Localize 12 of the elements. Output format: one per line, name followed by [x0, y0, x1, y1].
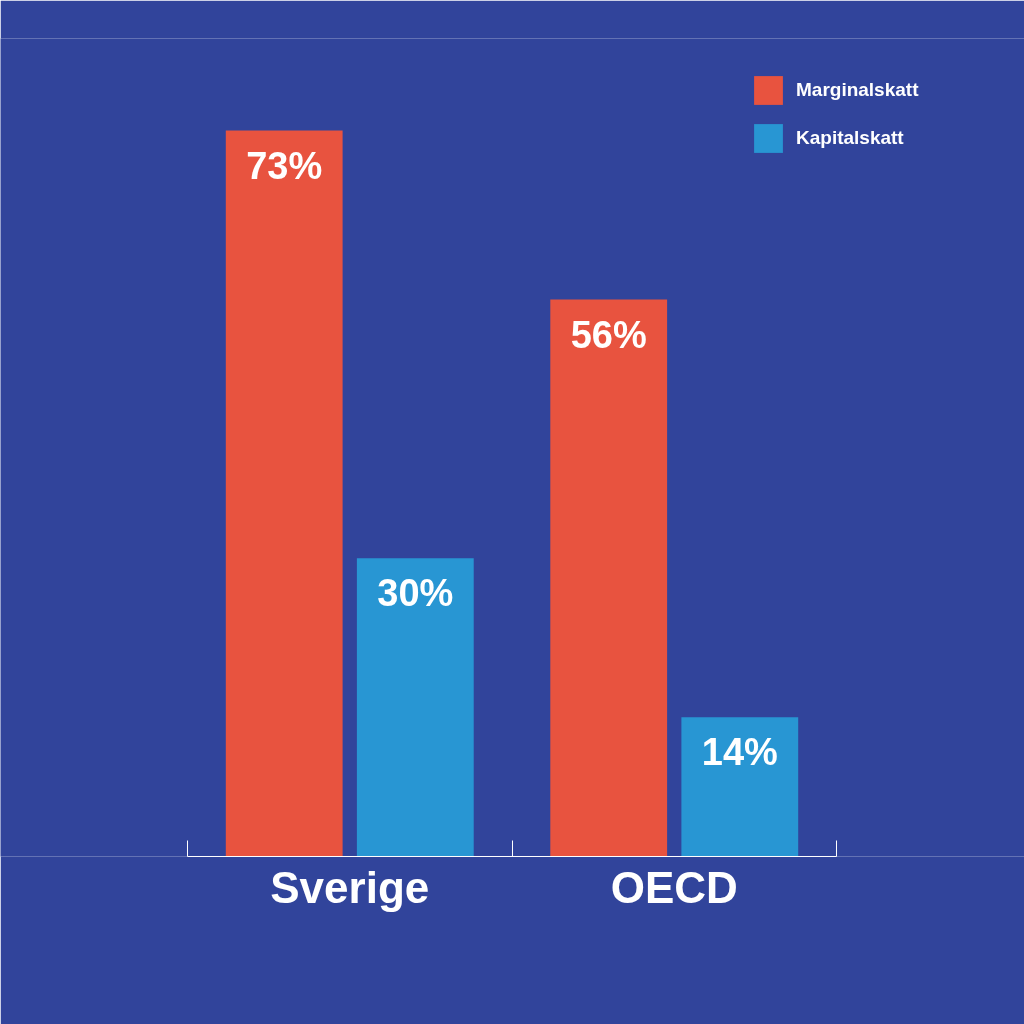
data-label: 30%	[377, 572, 454, 615]
bar	[681, 717, 799, 857]
legend-label: Marginalskatt	[796, 79, 919, 101]
x-tick-label: Sverige	[270, 862, 430, 912]
x-tick-label: OECD	[610, 862, 738, 912]
data-label: 73%	[246, 144, 323, 187]
data-label: 14%	[701, 731, 778, 774]
bar	[550, 299, 668, 857]
bar	[356, 558, 474, 857]
bar	[225, 130, 343, 857]
data-label: 56%	[570, 313, 647, 356]
legend-label: Kapitalskatt	[796, 127, 904, 149]
